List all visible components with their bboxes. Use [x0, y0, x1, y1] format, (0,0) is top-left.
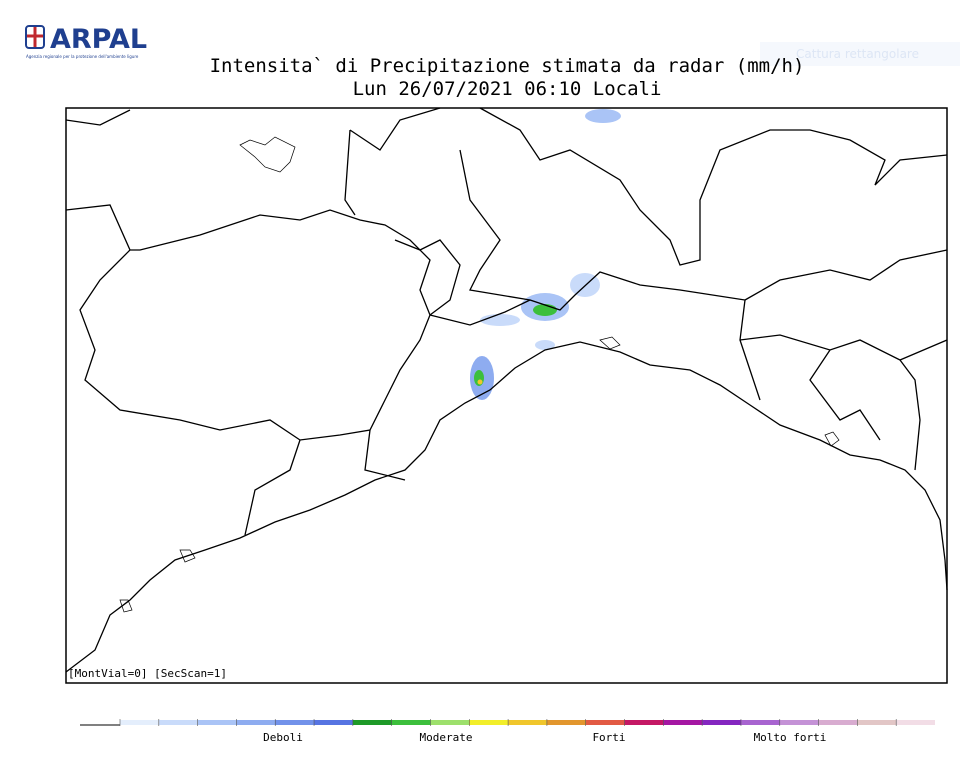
legend: Deboli Moderate Forti Molto forti — [80, 719, 935, 744]
legend-swatch — [740, 720, 780, 725]
legend-swatch — [469, 720, 509, 725]
echo — [585, 109, 621, 123]
echo — [535, 340, 555, 350]
logo: ARPAL Agenzia regionale per la protezion… — [25, 24, 147, 59]
map-title: Intensita` di Precipitazione stimata da … — [210, 55, 805, 77]
echo — [533, 304, 557, 316]
map-frame — [65, 107, 948, 684]
legend-swatch — [624, 720, 664, 725]
legend-swatch — [352, 720, 392, 725]
lake — [119, 136, 840, 613]
legend-swatch — [391, 720, 431, 725]
echo — [477, 379, 483, 385]
legend-swatch — [779, 720, 819, 725]
legend-swatch — [158, 720, 198, 725]
legend-swatch — [236, 720, 276, 725]
legend-label: Molto forti — [754, 731, 827, 744]
legend-label: Forti — [592, 731, 625, 744]
border — [65, 109, 431, 441]
legend-swatch — [857, 720, 897, 725]
logo-text: ARPAL — [50, 24, 147, 55]
legend-swatch — [546, 720, 586, 725]
legend-swatch — [197, 720, 237, 725]
legend-swatch — [120, 720, 159, 725]
legend-swatch — [314, 720, 353, 725]
legend-swatch — [896, 720, 935, 725]
legend-label: Moderate — [420, 731, 473, 744]
coastline — [65, 341, 948, 673]
overlay-text: Cattura rettangolare — [796, 47, 919, 61]
legend-swatch — [508, 720, 547, 725]
border — [344, 107, 948, 316]
legend-swatch — [663, 720, 703, 725]
legend-swatch — [275, 720, 315, 725]
map-footer: [MontVial=0] [SecScan=1] — [68, 667, 227, 680]
map: [MontVial=0] [SecScan=1] — [65, 107, 948, 684]
legend-swatch — [818, 720, 858, 725]
legend-label: Deboli — [263, 731, 303, 744]
legend-swatch — [585, 720, 625, 725]
border — [739, 249, 948, 471]
overlay-box — [760, 42, 960, 66]
agency-name: Agenzia regionale per la protezione dell… — [26, 54, 139, 59]
legend-swatch — [702, 720, 741, 725]
legend-swatch — [430, 720, 470, 725]
echo — [480, 314, 520, 326]
map-subtitle: Lun 26/07/2021 06:10 Locali — [353, 78, 662, 100]
